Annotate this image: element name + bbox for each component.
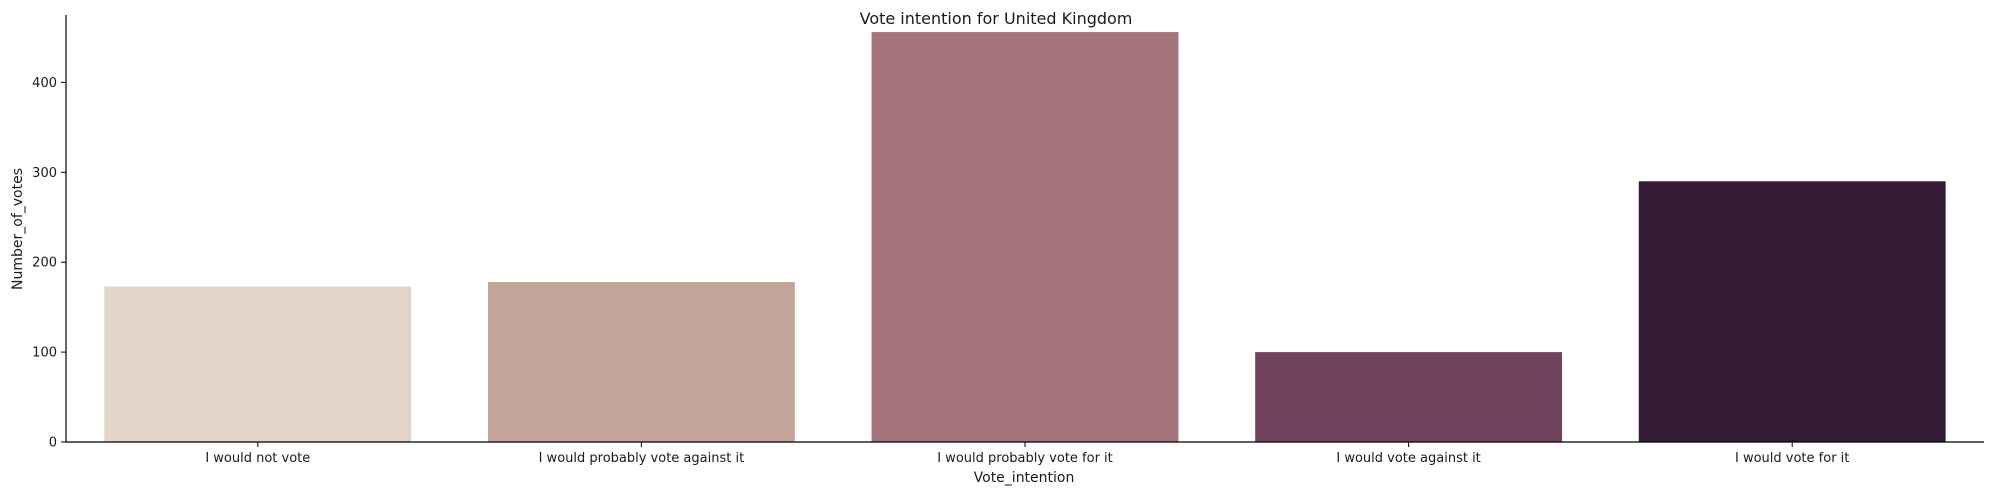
bars-group [104,32,1946,442]
y-axis-ticks: 0 100 200 300 400 [32,76,66,451]
bar-3 [871,32,1179,442]
y-tick-label: 300 [32,166,57,181]
x-tick-label: I would probably vote against it [539,451,745,466]
y-tick-label: 100 [32,346,57,361]
x-tick-label: I would not vote [205,451,310,466]
y-tick-label: 0 [49,436,57,451]
x-tick-label: I would probably vote for it [937,451,1113,466]
bar-1 [104,286,412,442]
bar-4 [1255,352,1563,442]
x-axis-label: Vote_intention [974,470,1075,486]
x-axis-ticks: I would not vote I would probably vote ag… [205,442,1849,466]
bar-2 [487,281,795,442]
bar-5 [1638,181,1946,442]
y-tick-label: 200 [32,256,57,271]
x-tick-label: I would vote for it [1735,451,1849,466]
x-tick-label: I would vote against it [1336,451,1480,466]
y-axis-label: Number_of_votes [10,168,26,290]
y-tick-label: 400 [32,76,57,91]
chart-title: Vote intention for United Kingdom [860,9,1133,28]
